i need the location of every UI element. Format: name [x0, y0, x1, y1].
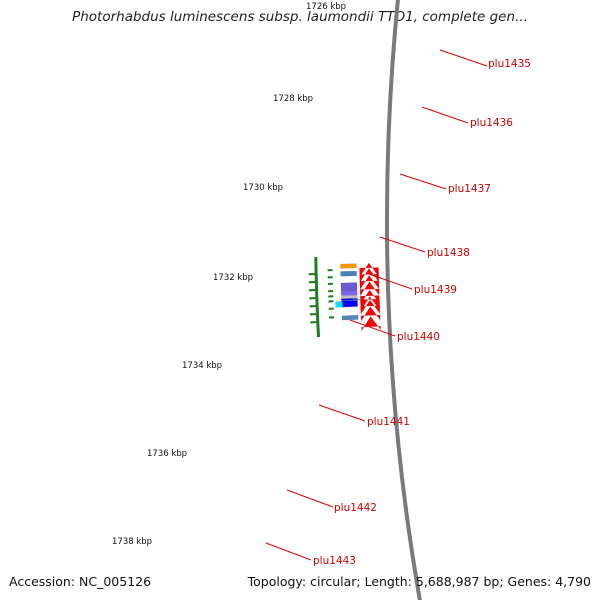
scale-tick-label: 1730 kbp — [243, 183, 283, 193]
accession-label: Accession: NC_005126 — [9, 574, 152, 589]
scale-tick-label: 1738 kbp — [112, 537, 152, 547]
backbone-circle — [384, 0, 422, 600]
gene-label[interactable]: plu1437 — [448, 183, 491, 195]
reverse-gene-block — [340, 270, 358, 277]
gene-label[interactable]: plu1441 — [367, 416, 410, 428]
forward-gene-arrow — [360, 299, 381, 316]
scale-tick-label: 1734 kbp — [182, 361, 222, 371]
forward-gene-arrow — [359, 281, 380, 297]
forward-gene-arrow — [361, 316, 382, 332]
gene-leader-line — [349, 319, 396, 337]
gene-leader-line — [365, 272, 413, 290]
scale-tick-label: 1732 kbp — [213, 273, 253, 283]
gene-leader-line — [421, 106, 469, 124]
gene-leader-line — [379, 236, 426, 253]
forward-gene-arrow — [359, 262, 380, 278]
reverse-gene-block — [340, 282, 358, 292]
gene-label[interactable]: plu1443 — [313, 555, 356, 567]
reverse-gene-block — [340, 290, 358, 296]
gene-label[interactable]: plu1436 — [470, 117, 513, 129]
gene-leader-line — [286, 489, 334, 508]
map-title: Photorhabdus luminescens subsp. laumondi… — [72, 9, 528, 25]
reverse-gene-block — [340, 295, 358, 300]
gene-label[interactable]: plu1435 — [488, 58, 531, 70]
reverse-gene-accent — [335, 301, 343, 308]
reverse-gene-block — [341, 314, 359, 321]
gene-label[interactable]: plu1439 — [414, 284, 457, 296]
gene-label[interactable]: plu1438 — [427, 247, 470, 259]
reverse-gene-accent — [352, 298, 360, 301]
scale-tick-label: 1736 kbp — [147, 449, 187, 459]
gene-leader-line — [265, 542, 312, 561]
forward-gene-arrow — [360, 306, 381, 322]
scale-ring — [308, 257, 320, 338]
scale-tick-label: 1726 kbp — [306, 2, 346, 12]
forward-gene-arrow — [359, 289, 380, 305]
gene-leader-line — [399, 173, 447, 190]
gene-leader-line — [318, 404, 366, 422]
reverse-gene-block — [341, 300, 358, 308]
forward-gene-arrow — [360, 296, 381, 312]
gene-label[interactable]: plu1442 — [334, 502, 377, 514]
scale-tick-label: 1728 kbp — [273, 94, 313, 104]
genome-summary: Topology: circular; Length: 5,688,987 bp… — [247, 574, 591, 589]
gene-label[interactable]: plu1440 — [397, 331, 440, 343]
gene-leader-line — [439, 49, 488, 67]
reverse-gene-block — [340, 263, 357, 269]
